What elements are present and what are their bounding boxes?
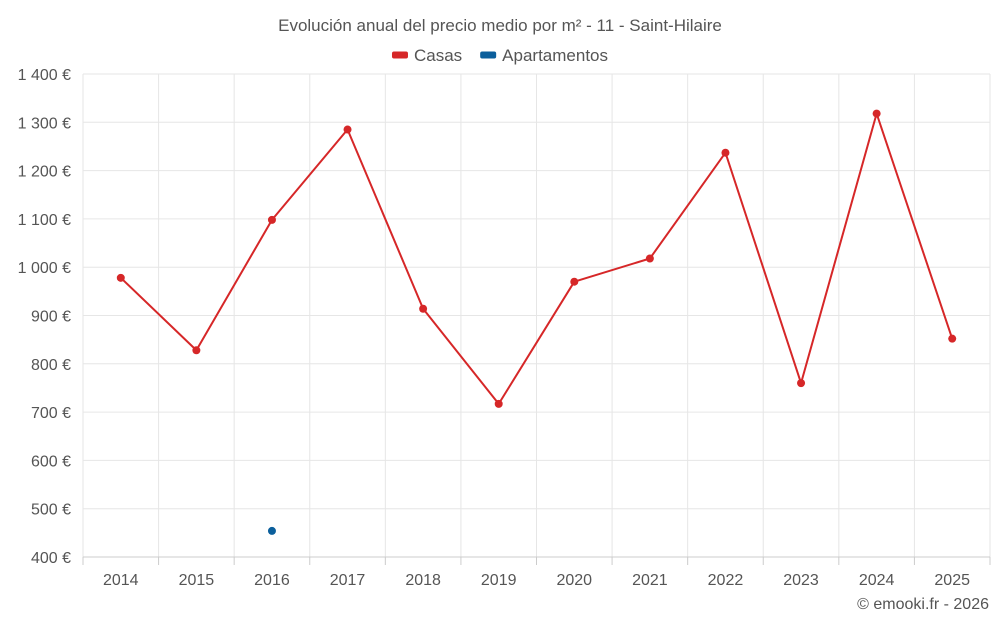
- data-point[interactable]: [116, 273, 125, 282]
- y-tick-label: 600 €: [31, 453, 71, 470]
- legend-item-casas[interactable]: Casas: [391, 46, 462, 65]
- chart-title: Evolución anual del precio medio por m² …: [278, 16, 722, 35]
- x-tick-label: 2020: [556, 572, 592, 589]
- data-point[interactable]: [419, 304, 428, 313]
- legend-swatch: [391, 51, 408, 59]
- data-point[interactable]: [645, 254, 654, 263]
- legend-swatch: [480, 51, 497, 59]
- data-point[interactable]: [872, 109, 881, 118]
- series-layer: [116, 109, 957, 535]
- x-tick-label: 2018: [405, 572, 441, 589]
- x-tick-label: 2024: [859, 572, 895, 589]
- x-tick-label: 2023: [783, 572, 819, 589]
- x-tick-label: 2017: [330, 572, 366, 589]
- x-tick-label: 2015: [179, 572, 215, 589]
- series-line-casas: [120, 112, 954, 405]
- x-tick-label: 2014: [103, 572, 139, 589]
- y-tick-label: 900 €: [31, 309, 71, 326]
- legend-label: Apartamentos: [502, 46, 608, 65]
- y-tick-label: 1 400 €: [18, 67, 71, 84]
- y-tick-label: 1 000 €: [18, 260, 71, 277]
- data-point[interactable]: [192, 346, 201, 355]
- data-point[interactable]: [494, 399, 503, 408]
- x-tick-label: 2019: [481, 572, 517, 589]
- legend-item-apartamentos[interactable]: Apartamentos: [480, 46, 608, 65]
- series-casas: [116, 109, 957, 408]
- data-point[interactable]: [948, 334, 957, 343]
- y-tick-label: 800 €: [31, 357, 71, 374]
- credit-text: © emooki.fr - 2026: [857, 596, 989, 613]
- y-tick-label: 700 €: [31, 405, 71, 422]
- x-tick-label: 2021: [632, 572, 668, 589]
- data-point[interactable]: [343, 125, 352, 134]
- y-tick-label: 500 €: [31, 502, 71, 519]
- y-axis-labels: 400 € 500 € 600 € 700 € 800 € 900 € 1 000 € 1 1…: [18, 67, 71, 567]
- x-tick-label: 2025: [934, 572, 970, 589]
- data-point[interactable]: [267, 215, 276, 224]
- y-tick-label: 400 €: [31, 550, 71, 567]
- data-point[interactable]: [721, 148, 730, 157]
- y-tick-label: 1 100 €: [18, 212, 71, 229]
- x-gridlines: [82, 74, 991, 557]
- data-point[interactable]: [570, 277, 579, 286]
- legend: Casas Apartamentos: [391, 46, 608, 65]
- data-point[interactable]: [797, 379, 806, 388]
- x-tick-label: 2016: [254, 572, 290, 589]
- x-tick-label: 2022: [708, 572, 744, 589]
- legend-label: Casas: [414, 46, 462, 65]
- series-apartamentos: [267, 526, 276, 535]
- y-tick-label: 1 300 €: [18, 115, 71, 132]
- x-axis: 2014 2015 2016 2017 2018 2019 2020 2021 2022 2023…: [82, 556, 991, 589]
- data-point[interactable]: [267, 526, 276, 535]
- y-tick-label: 1 200 €: [18, 164, 71, 181]
